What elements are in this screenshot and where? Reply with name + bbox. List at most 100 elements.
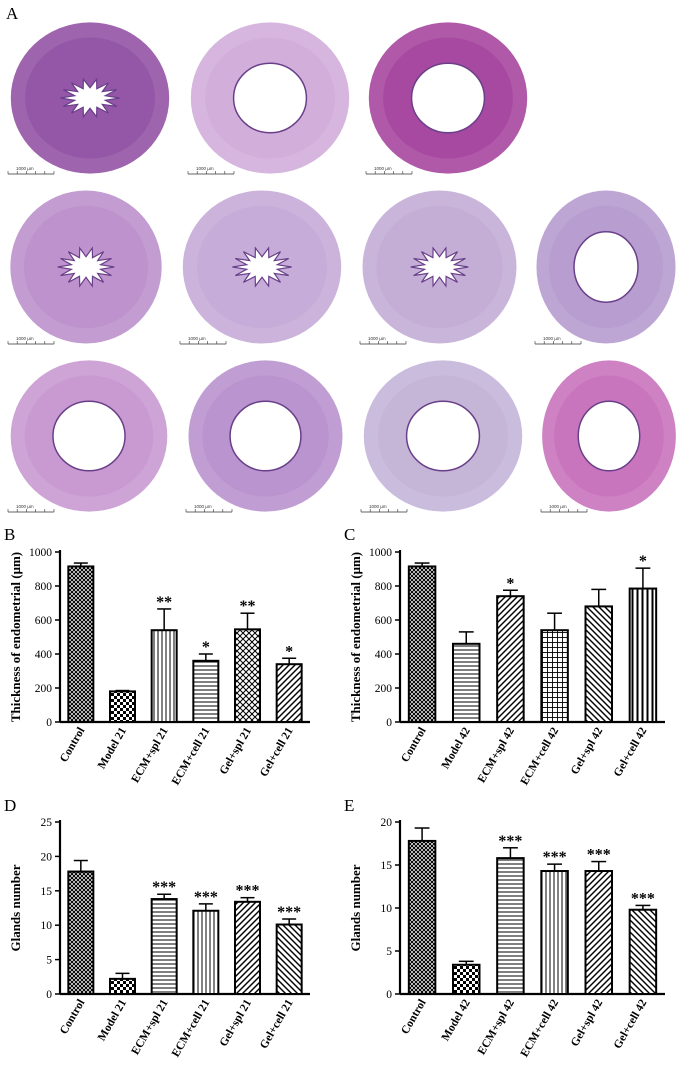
y-tick: 15 (381, 860, 400, 872)
bar-4 (192, 659, 220, 724)
bar-3 (150, 629, 178, 723)
panel-label-e: E (344, 796, 355, 815)
bar-2 (452, 963, 481, 995)
y-tick-label: 5 (46, 955, 52, 967)
error-bar (591, 588, 607, 607)
histology-image: 1000 µm (0, 356, 178, 524)
chart-d: 0 5 10 15 20 25 Glands number Control Model 21 **… (0, 810, 340, 1069)
y-tick-label: 0 (386, 717, 392, 729)
bar-5 (584, 870, 613, 996)
error-bar (157, 608, 172, 631)
scale-bar-label: 1000 µm (543, 336, 561, 341)
y-tick-label: 10 (381, 903, 393, 915)
error-bar (458, 631, 474, 644)
y-tick-label: 200 (35, 683, 53, 695)
y-tick-label: 25 (41, 817, 53, 829)
x-tick-label: Gel+spl 42 (569, 997, 606, 1048)
scale-bar-label: 1000 µm (16, 504, 34, 509)
x-tick-label: Control (399, 998, 428, 1037)
bar-2 (452, 642, 481, 723)
panel-label-b: B (4, 525, 16, 544)
significance-marker: *** (631, 890, 655, 907)
x-tick-label: Control (58, 998, 87, 1037)
x-tick-label: Gel+spl 42 (569, 725, 606, 776)
y-tick-label: 15 (381, 860, 393, 872)
significance-marker: *** (194, 889, 218, 906)
y-tick: 5 (46, 955, 60, 967)
scale-bar-label: 1000 µm (16, 336, 34, 341)
y-tick: 25 (41, 817, 60, 829)
chart-e-svg: 0 5 10 15 20 Glands number Control Model 42 *** E… (348, 817, 665, 1059)
y-tick: 0 (386, 989, 400, 1001)
histology-image: 1000 µm (178, 356, 353, 524)
y-axis-label: Glands number (348, 864, 363, 951)
y-tick: 0 (46, 989, 60, 1001)
chart-c-svg: 0 200 400 600 800 1000 Thickness of endometria… (348, 547, 665, 787)
y-tick-label: 0 (46, 989, 52, 1001)
panel-label-a: A (6, 4, 19, 23)
scale-bar-label: 1000 µm (374, 166, 392, 171)
x-tick-label: Model 21 (96, 725, 129, 771)
y-tick-label: 600 (35, 615, 53, 627)
histology-image: 1000 µm (0, 186, 172, 356)
error-bar (282, 657, 297, 665)
chart-d-svg: 0 5 10 15 20 25 Glands number Control Model 21 **… (8, 817, 310, 1059)
x-tick-label: Gel+cell 21 (258, 997, 296, 1051)
y-tick: 800 (35, 581, 60, 593)
significance-marker: ** (240, 598, 256, 615)
histology-image: 1000 µm (352, 186, 527, 356)
x-tick-label: ECM+spl 21 (129, 725, 170, 785)
x-tick-label: ECM+spl 21 (129, 997, 170, 1057)
significance-marker: *** (498, 833, 522, 850)
scale-bar-label: 1000 µm (368, 336, 386, 341)
bar-4 (192, 909, 220, 995)
y-tick-label: 5 (386, 946, 392, 958)
x-tick-label: Gel+cell 21 (258, 725, 296, 779)
y-tick: 1000 (29, 547, 60, 559)
y-tick-label: 600 (375, 615, 393, 627)
error-bar (115, 972, 130, 979)
bar-4 (540, 870, 569, 996)
x-tick-label: Control (58, 726, 87, 765)
y-tick-label: 1000 (29, 547, 52, 559)
error-bar (157, 893, 172, 900)
y-tick: 400 (35, 649, 60, 661)
x-tick-label: ECM+cell 21 (170, 997, 213, 1059)
error-bar (547, 863, 563, 872)
y-tick-label: 10 (41, 920, 53, 932)
y-tick: 20 (381, 817, 400, 829)
y-tick: 600 (35, 615, 60, 627)
significance-marker: ** (156, 594, 172, 611)
y-axis-label: Thickness of endometrial (μm) (348, 552, 363, 722)
y-tick-label: 0 (386, 989, 392, 1001)
y-tick: 15 (41, 886, 60, 898)
error-bar (115, 689, 130, 692)
y-tick: 200 (35, 683, 60, 695)
scale-bar-label: 1000 µm (188, 336, 206, 341)
y-tick: 600 (375, 615, 400, 627)
y-tick: 1000 (369, 547, 400, 559)
y-tick-label: 0 (46, 717, 52, 729)
chart-b: 0 200 400 600 800 1000 Thickness of endometria… (0, 540, 340, 805)
chart-c: 0 200 400 600 800 1000 Thickness of endometria… (340, 540, 680, 805)
y-tick: 10 (41, 920, 60, 932)
y-tick: 200 (375, 683, 400, 695)
error-bar (591, 860, 607, 872)
error-bar (635, 567, 651, 589)
x-tick-label: ECM+cell 42 (519, 725, 562, 787)
bar-3 (150, 898, 178, 995)
bar-5 (584, 605, 613, 723)
error-bar (73, 859, 88, 872)
y-tick: 5 (386, 946, 400, 958)
error-bar (414, 827, 430, 841)
y-tick-label: 20 (41, 851, 53, 863)
x-tick-label: Gel+spl 21 (218, 997, 255, 1048)
panel-label-d: D (4, 796, 17, 815)
x-tick-label: ECM+spl 42 (476, 725, 517, 785)
y-tick-label: 800 (35, 581, 53, 593)
significance-marker: * (202, 639, 210, 656)
y-tick-label: 800 (375, 581, 393, 593)
histology-image: 1000 µm (0, 18, 180, 186)
error-bar (240, 896, 255, 902)
scale-bar-label: 1000 µm (196, 166, 214, 171)
